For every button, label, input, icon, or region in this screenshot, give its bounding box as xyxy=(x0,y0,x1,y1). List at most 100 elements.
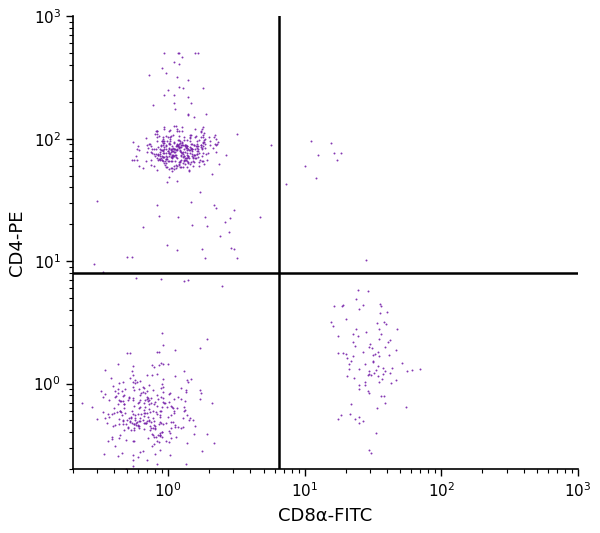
Point xyxy=(162,240,172,249)
Point xyxy=(154,212,164,220)
Point xyxy=(199,136,209,144)
Point xyxy=(124,424,133,432)
Point xyxy=(154,155,164,163)
Point xyxy=(185,160,195,168)
Point xyxy=(185,133,195,142)
Point xyxy=(329,301,339,310)
Point xyxy=(378,364,388,372)
Point xyxy=(164,426,173,435)
Point xyxy=(158,402,167,411)
Point xyxy=(122,253,131,261)
Point xyxy=(355,365,364,373)
Point xyxy=(180,142,190,150)
Point xyxy=(152,165,161,174)
Point xyxy=(175,157,185,165)
Point xyxy=(166,126,175,134)
Point xyxy=(130,410,140,419)
Point xyxy=(193,147,202,155)
Point xyxy=(193,145,202,154)
Point xyxy=(182,157,191,165)
Point xyxy=(338,302,347,311)
Point xyxy=(142,133,151,142)
Point xyxy=(127,156,137,164)
Point xyxy=(167,402,176,411)
Point xyxy=(174,143,184,152)
Point xyxy=(100,366,110,375)
Point xyxy=(385,351,394,359)
Point xyxy=(338,301,347,310)
Point xyxy=(170,372,180,381)
Point xyxy=(149,400,158,409)
Point xyxy=(179,156,189,164)
Point xyxy=(140,396,149,405)
Point xyxy=(196,142,205,151)
Point xyxy=(197,152,206,160)
Point xyxy=(371,366,381,374)
Point xyxy=(151,423,160,432)
Point xyxy=(145,140,154,148)
Point xyxy=(181,386,191,394)
Point xyxy=(166,150,175,159)
Point xyxy=(391,345,400,354)
Point xyxy=(193,153,203,161)
Point xyxy=(196,133,206,142)
Point xyxy=(281,180,291,188)
Point xyxy=(173,136,183,144)
Point xyxy=(170,157,179,165)
Point xyxy=(144,416,154,425)
Point xyxy=(376,302,386,310)
Point xyxy=(157,63,167,72)
Point xyxy=(157,152,167,160)
Point xyxy=(132,378,142,386)
Point xyxy=(161,132,170,141)
Point xyxy=(142,141,152,149)
Point xyxy=(172,151,181,159)
Point xyxy=(168,151,178,160)
Point xyxy=(341,350,351,358)
Point xyxy=(154,360,164,369)
Point xyxy=(184,146,194,154)
Point xyxy=(142,393,152,401)
Point xyxy=(376,329,386,338)
Point xyxy=(379,370,388,378)
Point xyxy=(266,141,275,149)
Point xyxy=(180,396,190,405)
Point xyxy=(379,392,389,400)
Point xyxy=(110,442,120,451)
Point xyxy=(348,338,358,346)
Point xyxy=(177,141,187,149)
Point xyxy=(167,147,177,156)
Point xyxy=(145,407,155,416)
Point xyxy=(158,146,168,155)
Point xyxy=(363,371,373,379)
Point xyxy=(176,148,185,157)
Point xyxy=(160,153,169,161)
Point xyxy=(161,419,171,427)
Point xyxy=(192,143,202,152)
Point xyxy=(176,146,185,155)
Point xyxy=(164,398,173,406)
Point xyxy=(164,140,174,148)
Point xyxy=(196,141,206,149)
Point xyxy=(114,379,124,387)
Point xyxy=(167,154,177,163)
Point xyxy=(181,156,191,164)
Point xyxy=(160,399,170,407)
Point xyxy=(154,420,163,429)
Point xyxy=(107,434,116,443)
Point xyxy=(130,437,139,446)
Point xyxy=(182,143,191,152)
Point xyxy=(306,137,316,146)
Point xyxy=(167,145,176,154)
Point xyxy=(123,423,133,432)
Point xyxy=(190,124,200,133)
Point xyxy=(168,403,178,412)
Point xyxy=(173,140,183,149)
Point xyxy=(373,348,382,356)
Point xyxy=(311,173,320,182)
Point xyxy=(125,418,135,427)
Point xyxy=(169,407,179,416)
Point xyxy=(128,383,138,391)
Point xyxy=(200,213,210,221)
Point xyxy=(110,421,120,430)
